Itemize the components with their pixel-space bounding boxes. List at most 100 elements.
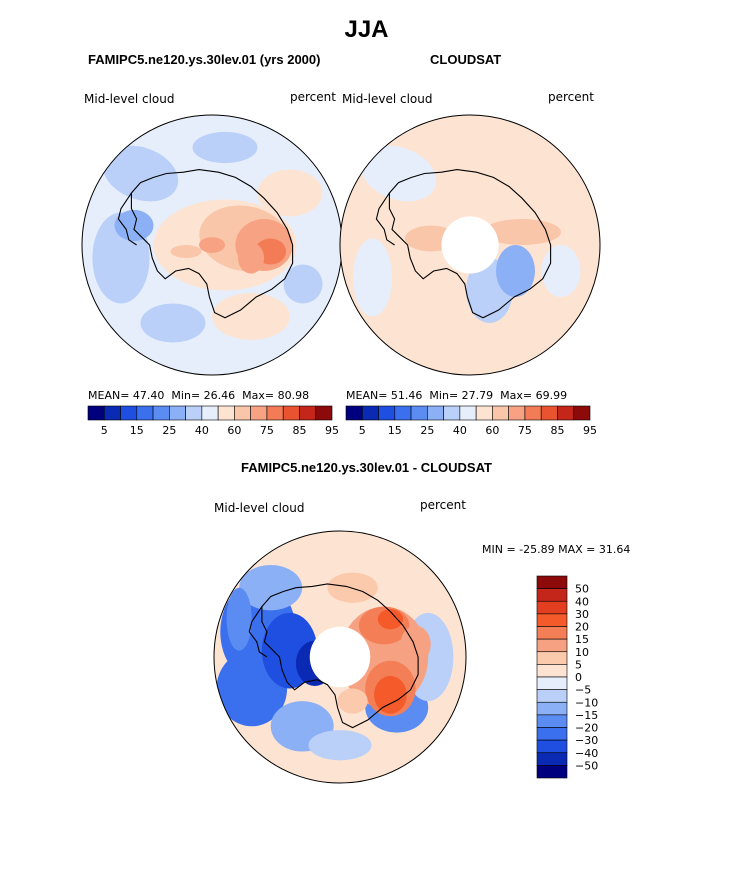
obs-colorbar-swatch [394,405,412,421]
obs-colorbar-tick-label: 95 [583,424,597,437]
obs-max-label: Max= [500,389,533,402]
polar-gap [441,216,499,274]
diff-colorbar-tick-label: −5 [575,684,591,697]
obs-mean-value: 51.46 [390,389,423,402]
diff-colorbar-swatch [536,701,568,716]
model-max-label: Max= [242,389,275,402]
field-patch [337,688,368,714]
field-patch [400,625,431,664]
model-colorbar-tick-label: 40 [195,424,209,437]
model-panel-title: FAMIPC5.ne120.ys.30lev.01 (yrs 2000) [88,52,321,67]
field-patch [170,245,202,258]
field-patch [212,293,290,340]
diff-colorbar-swatch [536,739,568,754]
diff-colorbar-swatch [536,727,568,741]
obs-colorbar-swatch [540,405,558,421]
field-patch [114,209,154,242]
diff-colorbar-tick-label: 15 [575,633,589,646]
field-patch [437,134,490,161]
obs-colorbar-swatch [443,405,461,421]
diff-colorbar-swatch [536,765,568,779]
peninsula-coastline [248,606,268,658]
obs-colorbar-swatch [508,405,526,421]
model-colorbar-tick-label: 85 [292,424,306,437]
model-colorbar-tick-label: 25 [162,424,176,437]
diff-colorbar-swatch [536,588,568,602]
diff-colorbar-tick-label: −50 [575,759,598,772]
diff-colorbar-swatch [536,689,568,703]
obs-min-value: 27.79 [461,389,494,402]
obs-colorbar-swatch [345,405,363,421]
obs-colorbar-swatch [573,405,591,421]
model-min-label: Min= [171,389,201,402]
model-mean-value: 47.40 [132,389,165,402]
obs-stats: MEAN= 51.46 Min= 27.79 Max= 69.99 [346,389,567,402]
model-colorbar-swatch [103,405,121,421]
obs-colorbar: 5 15 25 40 60 75 85 95 [345,405,597,437]
model-units-label: percent [290,90,336,104]
field-patch [374,675,407,714]
model-colorbar-swatch [315,405,333,421]
model-colorbar: 5 15 25 40 60 75 85 95 [87,405,339,437]
obs-colorbar-swatch [524,405,542,421]
diff-units-label: percent [420,498,466,512]
model-variable-label: Mid-level cloud [84,92,175,106]
model-colorbar-tick-label: 60 [227,424,241,437]
obs-colorbar-tick-label: 5 [359,424,366,437]
model-colorbar-swatch [201,405,219,421]
field-patch [541,245,581,297]
peninsula-coastline [117,192,137,246]
obs-colorbar-swatch [475,405,493,421]
field-patch [353,238,392,317]
map-border [213,530,467,784]
model-colorbar-swatch [234,405,251,421]
field-patch [411,320,477,352]
diff-map [213,530,467,784]
diff-colorbar-swatch [536,651,568,665]
obs-mean-label: MEAN= [346,389,388,402]
model-colorbar-swatch [87,405,105,421]
coastline [130,169,294,319]
obs-map [339,114,601,376]
diff-colorbar-tick-label: 40 [575,595,589,608]
field-layer [214,531,466,783]
field-patch [283,264,323,304]
model-colorbar-swatch [250,405,268,421]
model-stats: MEAN= 47.40 Min= 26.46 Max= 80.98 [88,389,309,402]
diff-colorbar-tick-label: 10 [575,646,589,659]
model-colorbar-swatch [266,405,284,421]
field-patch [360,145,437,202]
field-patch [327,572,378,603]
diff-colorbar-tick-label: 0 [575,671,582,684]
model-colorbar-swatch [152,405,170,421]
diff-colorbar-tick-label: −40 [575,747,598,760]
model-min-value: 26.46 [203,389,236,402]
diff-colorbar-swatch [536,638,568,653]
coastline [388,169,552,319]
obs-colorbar-tick-label: 75 [518,424,532,437]
diff-colorbar-tick-label: −30 [575,734,598,747]
field-layer [82,115,342,375]
diff-colorbar-swatch [536,626,568,640]
diff-colorbar-swatch [536,600,568,615]
model-colorbar-swatch [299,405,317,421]
model-max-value: 80.98 [277,389,310,402]
model-colorbar-swatch [217,405,235,421]
model-colorbar-swatch [282,405,300,421]
field-patch [199,237,225,253]
obs-colorbar-tick-label: 40 [453,424,467,437]
model-colorbar-swatch [136,405,154,421]
diff-colorbar-tick-label: −20 [575,722,598,735]
obs-colorbar-swatch [410,405,428,421]
model-map [81,114,343,376]
field-patch [140,303,206,343]
diff-variable-label: Mid-level cloud [214,501,305,515]
field-patch [515,173,581,213]
model-colorbar-swatch [185,405,203,421]
obs-colorbar-swatch [427,405,444,421]
model-colorbar-swatch [120,405,138,421]
obs-min-label: Min= [429,389,459,402]
obs-colorbar-swatch [557,405,575,421]
model-colorbar-tick-label: 75 [260,424,274,437]
